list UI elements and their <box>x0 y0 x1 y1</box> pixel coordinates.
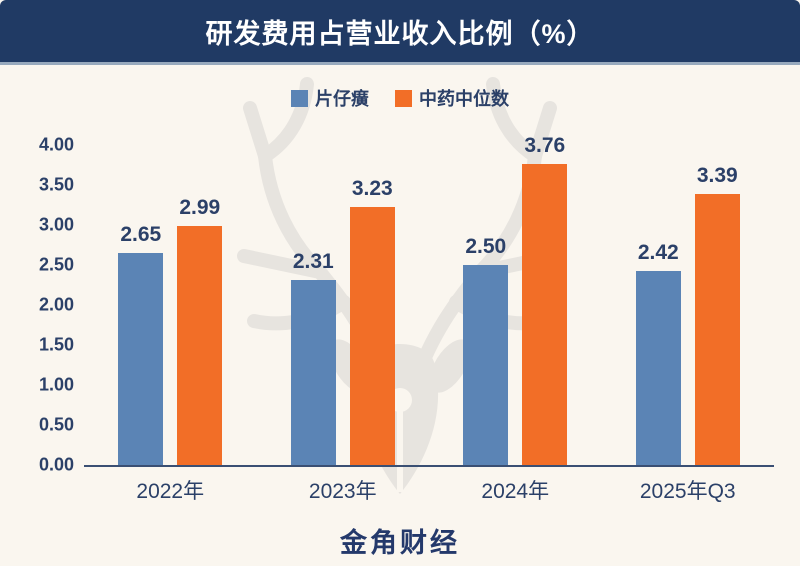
brand-footer: 金角财经 <box>340 528 460 558</box>
x-axis-label: 2022年 <box>136 480 205 503</box>
bar-value-label: 3.76 <box>524 134 566 158</box>
bar-value-label: 2.99 <box>179 195 221 219</box>
y-tick-label: 3.50 <box>38 174 74 195</box>
bar-column: 2.50 <box>463 235 509 465</box>
bar-chart: 4.00 3.50 3.00 2.50 2.00 1.50 1.00 0.50 0.00 2.6… <box>0 134 800 505</box>
bar-column: 2.42 <box>635 241 681 465</box>
bar-column: 2.31 <box>290 250 336 465</box>
title-bar: 研发费用占营业收入比例（%） <box>0 0 800 65</box>
bar-value-label: 2.42 <box>637 241 679 265</box>
legend-swatch-orange <box>395 89 412 107</box>
legend: 片仔癀 中药中位数 <box>0 85 800 111</box>
y-tick-label: 2.50 <box>38 254 74 275</box>
y-tick-label: 0.50 <box>38 414 74 435</box>
legend-label-series-1: 片仔癀 <box>315 89 369 109</box>
bar-value-label: 3.23 <box>351 176 393 200</box>
x-axis-label: 2024年 <box>481 480 550 503</box>
x-axis-label: 2025年Q3 <box>639 480 736 503</box>
bar-value-label: 2.31 <box>292 250 334 274</box>
bar-column: 3.39 <box>694 163 740 465</box>
plot-area: 2.65 2.99 2.31 3.23 2.50 3.76 2.42 3.39 <box>84 134 775 467</box>
bar <box>177 225 223 465</box>
y-tick-label: 0.00 <box>38 454 74 475</box>
y-axis: 4.00 3.50 3.00 2.50 2.00 1.50 1.00 0.50 0.00 <box>26 135 84 475</box>
x-axis-label: 2023年 <box>308 480 377 503</box>
plot-wrap: 2.65 2.99 2.31 3.23 2.50 3.76 2.42 3.39 2022年 20… <box>84 134 775 505</box>
bar <box>290 280 336 465</box>
bar-value-label: 3.39 <box>696 163 738 187</box>
bar <box>349 206 395 465</box>
bar-column: 2.99 <box>177 195 223 465</box>
legend-item-series-1: 片仔癀 <box>291 85 369 111</box>
bar <box>694 193 740 465</box>
bar-value-label: 2.65 <box>120 223 162 246</box>
bar-group: 2.31 3.23 <box>257 145 430 465</box>
bar-column: 2.65 <box>118 223 164 465</box>
y-tick-label: 3.00 <box>38 214 74 235</box>
bar <box>463 265 509 465</box>
bar-value-label: 2.50 <box>465 235 507 258</box>
page-title: 研发费用占营业收入比例（%） <box>205 18 595 49</box>
bar <box>635 271 681 465</box>
bar-column: 3.76 <box>522 134 568 465</box>
bar <box>522 164 568 465</box>
bar-group: 2.42 3.39 <box>602 145 775 465</box>
y-tick-label: 1.50 <box>38 334 74 355</box>
bar-column: 3.23 <box>349 176 395 465</box>
x-axis: 2022年 2023年 2024年 2025年Q3 <box>84 467 774 505</box>
bar <box>118 253 164 465</box>
y-tick-label: 4.00 <box>38 134 74 155</box>
bar-group: 2.65 2.99 <box>84 145 257 465</box>
y-tick-label: 2.00 <box>38 294 74 315</box>
y-tick-label: 1.00 <box>38 374 74 395</box>
bar-group: 2.50 3.76 <box>429 134 602 465</box>
legend-swatch-blue <box>291 89 308 107</box>
legend-item-series-2: 中药中位数 <box>395 85 509 111</box>
legend-label-series-2: 中药中位数 <box>419 89 509 109</box>
